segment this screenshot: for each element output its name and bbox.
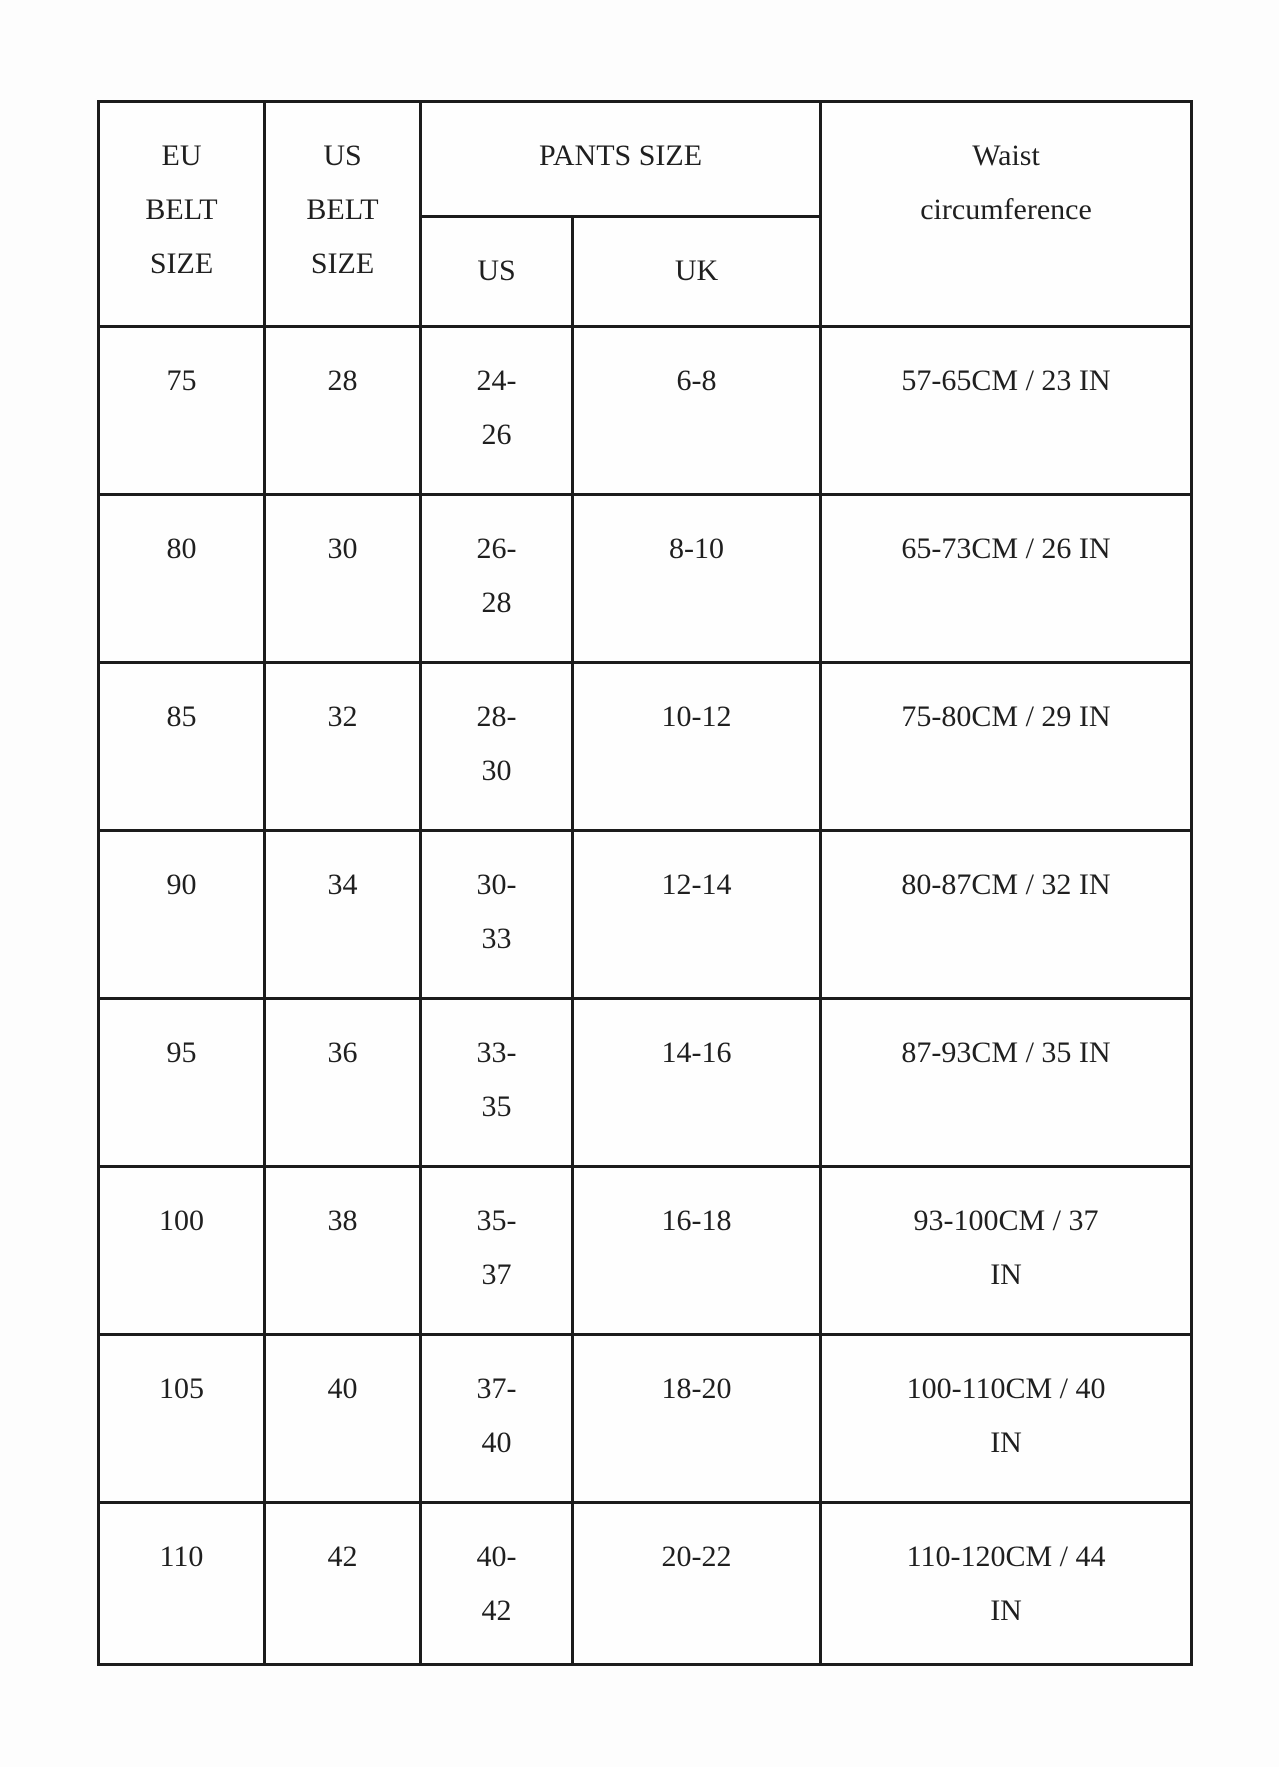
cell-pants-us: 37- 40 [419,1333,574,1504]
cell-waist: 80-87CM / 32 IN [819,829,1194,1000]
table-row: 90 34 30- 33 12-14 80-87CM / 32 IN [97,829,1194,1000]
cell-pants-uk: 8-10 [570,493,823,664]
cell-eu-belt: 110 [97,1501,266,1666]
cell-pants-uk: 6-8 [570,325,823,496]
cell-us-belt: 28 [263,325,422,496]
cell-waist: 100-110CM / 40 IN [819,1333,1194,1504]
cell-us-belt: 38 [263,1165,422,1336]
table-row: 95 36 33- 35 14-16 87-93CM / 35 IN [97,997,1194,1168]
cell-eu-belt: 85 [97,661,266,832]
table-row: 85 32 28- 30 10-12 75-80CM / 29 IN [97,661,1194,832]
cell-us-belt: 40 [263,1333,422,1504]
cell-pants-uk: 14-16 [570,997,823,1168]
table-row: 105 40 37- 40 18-20 100-110CM / 40 IN [97,1333,1194,1504]
cell-us-belt: 32 [263,661,422,832]
cell-us-belt: 30 [263,493,422,664]
cell-eu-belt: 100 [97,1165,266,1336]
cell-waist: 93-100CM / 37 IN [819,1165,1194,1336]
header-pants-uk: UK [570,215,823,328]
table-row: 80 30 26- 28 8-10 65-73CM / 26 IN [97,493,1194,664]
cell-waist: 57-65CM / 23 IN [819,325,1194,496]
cell-pants-us: 24- 26 [419,325,574,496]
cell-pants-uk: 20-22 [570,1501,823,1666]
header-row-top: EU BELT SIZE US BELT SIZE PANTS SIZE Wai… [97,100,1194,328]
header-us-belt-size: US BELT SIZE [263,100,422,328]
cell-eu-belt: 75 [97,325,266,496]
cell-pants-us: 26- 28 [419,493,574,664]
cell-us-belt: 34 [263,829,422,1000]
cell-eu-belt: 95 [97,997,266,1168]
cell-pants-us: 35- 37 [419,1165,574,1336]
cell-pants-us: 30- 33 [419,829,574,1000]
cell-us-belt: 42 [263,1501,422,1666]
table-row: 110 42 40- 42 20-22 110-120CM / 44 IN [97,1501,1194,1666]
header-waist-circumference: Waist circumference [819,100,1194,328]
size-chart-table: EU BELT SIZE US BELT SIZE PANTS SIZE Wai… [97,100,1194,1666]
cell-pants-us: 40- 42 [419,1501,574,1666]
cell-pants-uk: 16-18 [570,1165,823,1336]
table-row: 75 28 24- 26 6-8 57-65CM / 23 IN [97,325,1194,496]
cell-waist: 75-80CM / 29 IN [819,661,1194,832]
cell-eu-belt: 90 [97,829,266,1000]
cell-eu-belt: 105 [97,1333,266,1504]
header-pants-size: PANTS SIZE [418,100,823,218]
cell-pants-us: 28- 30 [419,661,574,832]
cell-pants-uk: 18-20 [570,1333,823,1504]
table-row: 100 38 35- 37 16-18 93-100CM / 37 IN [97,1165,1194,1336]
cell-pants-uk: 12-14 [570,829,823,1000]
header-eu-belt-size: EU BELT SIZE [97,100,266,328]
cell-waist: 65-73CM / 26 IN [819,493,1194,664]
cell-pants-uk: 10-12 [570,661,823,832]
cell-waist: 87-93CM / 35 IN [819,997,1194,1168]
header-pants-us: US [419,215,574,328]
header-row-sub: US UK [99,215,1192,328]
table-header: EU BELT SIZE US BELT SIZE PANTS SIZE Wai… [97,100,1194,328]
table-body: 75 28 24- 26 6-8 57-65CM / 23 IN 80 30 2… [97,325,1194,1666]
cell-us-belt: 36 [263,997,422,1168]
cell-eu-belt: 80 [97,493,266,664]
cell-waist: 110-120CM / 44 IN [819,1501,1194,1666]
cell-pants-us: 33- 35 [419,997,574,1168]
